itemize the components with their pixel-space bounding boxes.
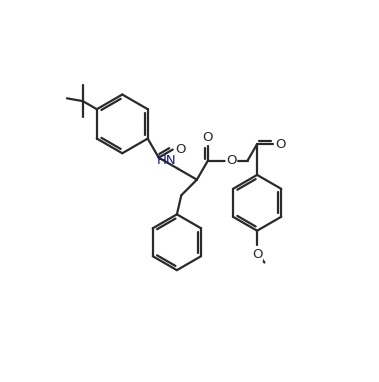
Text: O: O: [226, 154, 236, 167]
Text: HN: HN: [157, 154, 176, 167]
Text: O: O: [203, 131, 213, 144]
Text: O: O: [175, 143, 185, 156]
Text: O: O: [276, 138, 286, 151]
Text: O: O: [252, 248, 262, 261]
